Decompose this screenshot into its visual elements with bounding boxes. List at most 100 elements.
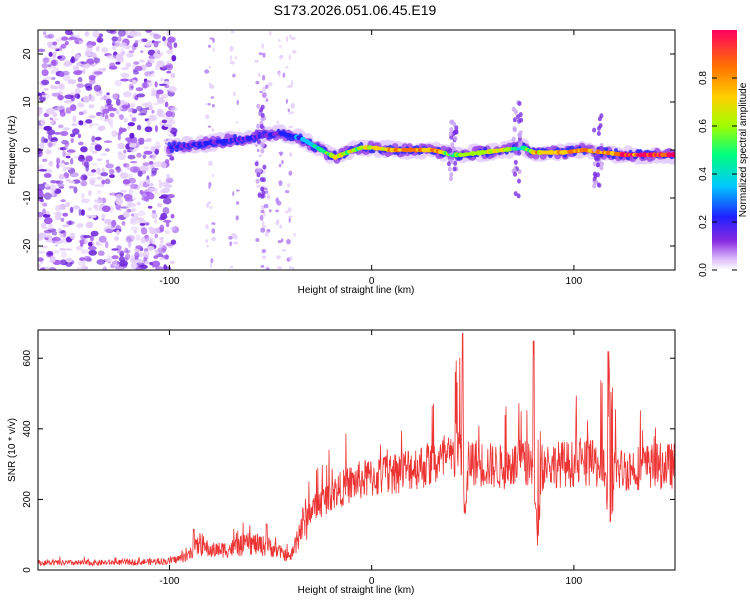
snr-panel: -100 0 100 0 200 400 600 Height of straight li… [7, 329, 676, 596]
noise-speck [80, 146, 88, 153]
noise-speck [59, 248, 66, 251]
noise-speck [60, 130, 69, 137]
broadband-speck [453, 129, 457, 135]
noise-speck [232, 91, 236, 97]
noise-speck [75, 245, 83, 251]
noise-speck [116, 229, 120, 236]
noise-speck [145, 137, 152, 143]
noise-speck [152, 153, 156, 161]
noise-speck [168, 86, 177, 93]
noise-speck [107, 118, 114, 125]
noise-speck [287, 207, 292, 213]
noise-speck [139, 190, 144, 195]
noise-speck [148, 105, 153, 111]
noise-speck [209, 84, 215, 89]
noise-speck [83, 255, 92, 262]
noise-speck [135, 87, 144, 92]
noise-speck [85, 44, 94, 49]
noise-speck [59, 45, 63, 52]
noise-speck [85, 119, 93, 124]
noise-speck [261, 43, 265, 49]
noise-speck [146, 74, 156, 77]
y-tick-label: 200 [22, 491, 33, 508]
x-tick-label: 100 [566, 276, 583, 287]
broadband-speck [448, 131, 453, 137]
noise-speck [38, 263, 41, 268]
x-tick-label: 0 [369, 576, 375, 587]
noise-speck [52, 236, 61, 242]
noise-speck [50, 255, 56, 263]
noise-speck [148, 114, 157, 122]
noise-speck [97, 125, 103, 132]
noise-speck [38, 92, 42, 97]
noise-speck [123, 91, 132, 98]
noise-speck [131, 143, 137, 148]
noise-speck [266, 193, 271, 200]
noise-speck [45, 239, 53, 243]
noise-speck [208, 44, 211, 48]
noise-speck [211, 228, 216, 234]
noise-speck [129, 113, 133, 118]
noise-speck [138, 113, 147, 116]
colorbar-tick-label: 0.4 [698, 167, 709, 181]
noise-speck [160, 77, 164, 82]
noise-speck [281, 249, 287, 252]
noise-speck [69, 172, 79, 178]
noise-speck [277, 266, 282, 270]
noise-speck [109, 174, 115, 179]
noise-speck [51, 230, 58, 236]
broadband-speck [256, 103, 261, 109]
snr-background [38, 330, 675, 570]
noise-speck [58, 83, 64, 89]
noise-speck [146, 245, 155, 251]
noise-speck [293, 232, 296, 237]
colorbar-tick-label: 0.0 [698, 263, 709, 277]
noise-speck [86, 214, 91, 218]
noise-speck [139, 59, 146, 63]
noise-speck [64, 94, 74, 100]
noise-speck [106, 92, 110, 96]
noise-speck [66, 149, 76, 153]
noise-speck [78, 111, 84, 116]
noise-speck [208, 66, 212, 69]
noise-speck [261, 249, 266, 254]
noise-speck [65, 257, 73, 263]
noise-speck [63, 74, 71, 82]
broadband-speck [600, 161, 604, 167]
noise-speck [106, 54, 116, 60]
noise-speck [93, 204, 99, 210]
noise-speck [38, 125, 43, 130]
noise-speck [67, 79, 76, 85]
noise-speck [94, 71, 103, 75]
noise-speck [153, 102, 160, 106]
broadband-speck [599, 165, 604, 171]
noise-speck [129, 132, 135, 139]
noise-speck [129, 166, 139, 173]
broadband-speck [449, 172, 454, 178]
noise-speck [261, 255, 267, 259]
noise-speck [63, 145, 68, 151]
noise-speck [125, 62, 132, 68]
noise-speck [131, 207, 137, 213]
noise-speck [288, 125, 294, 129]
noise-speck [155, 266, 164, 270]
broadband-speck [593, 155, 598, 161]
noise-speck [288, 217, 291, 223]
noise-speck [48, 51, 53, 57]
noise-speck [256, 148, 260, 153]
noise-speck [150, 145, 156, 152]
noise-speck [258, 52, 263, 56]
noise-speck [58, 227, 62, 233]
noise-speck [279, 54, 284, 58]
noise-speck [85, 221, 94, 229]
noise-speck [59, 71, 65, 77]
noise-speck [277, 240, 282, 244]
noise-speck [88, 115, 96, 119]
chart-title: S173.2026.051.06.45.E19 [274, 2, 437, 18]
noise-speck [112, 259, 118, 267]
ridge-halo [172, 141, 177, 147]
colorbar-gradient [712, 30, 737, 270]
noise-speck [52, 250, 60, 254]
broadband-speck [512, 117, 517, 123]
noise-speck [75, 40, 79, 44]
